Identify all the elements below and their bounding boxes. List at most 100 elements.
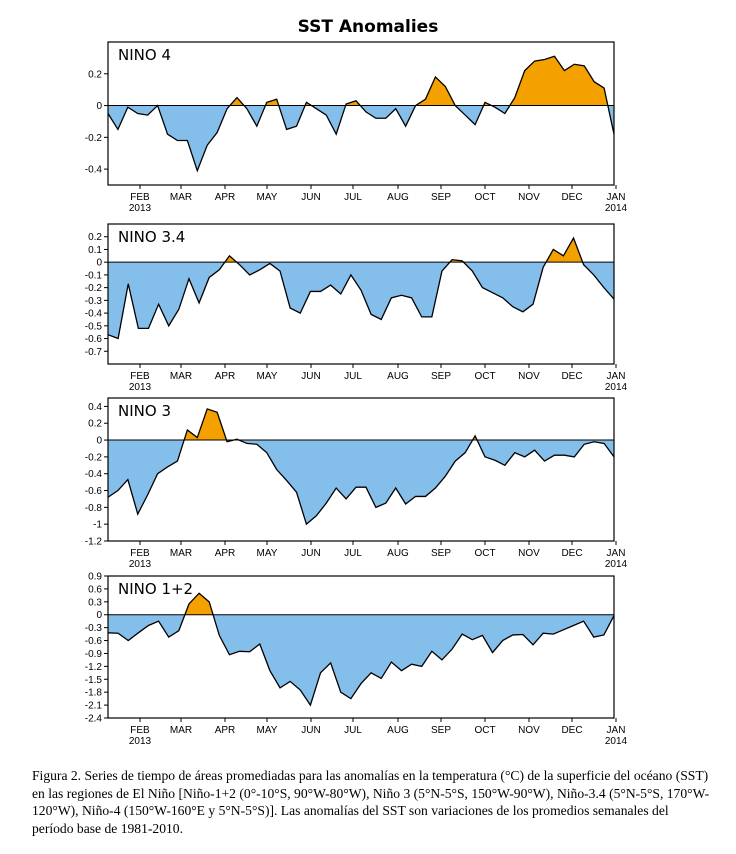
positive-anomaly-area xyxy=(229,97,245,106)
negative-anomaly-area xyxy=(244,105,266,127)
y-tick-label: 0 xyxy=(96,436,102,447)
x-tick-label: JAN xyxy=(607,725,626,736)
negative-anomaly-area xyxy=(311,105,346,135)
x-tick-label: JUL xyxy=(344,725,362,736)
year-label: 2013 xyxy=(129,736,152,747)
anomaly-series-line xyxy=(108,55,614,173)
region-label: NINO 1+2 xyxy=(118,580,193,598)
y-tick-label: -0.5 xyxy=(85,321,103,332)
y-tick-label: 0 xyxy=(96,101,102,112)
year-label: 2013 xyxy=(129,203,152,214)
x-tick-label: APR xyxy=(215,548,236,559)
y-tick-label: -2.4 xyxy=(85,714,103,725)
x-tick-label: AUG xyxy=(387,548,409,559)
y-tick-label: -2.1 xyxy=(85,701,103,712)
x-tick-label: APR xyxy=(215,725,236,736)
positive-anomaly-area xyxy=(184,593,214,615)
x-tick-label: OCT xyxy=(474,548,495,559)
x-tick-label: MAY xyxy=(257,725,278,736)
y-tick-label: -1.2 xyxy=(85,662,103,673)
x-tick-label: JUN xyxy=(301,192,320,203)
x-tick-label: JUN xyxy=(301,371,320,382)
y-tick-label: 0 xyxy=(96,258,102,269)
y-tick-label: -0.3 xyxy=(85,623,103,634)
positive-anomaly-area xyxy=(265,99,279,106)
negative-anomaly-area xyxy=(463,262,547,312)
chart-title: SST Anomalies xyxy=(298,17,439,37)
y-tick-label: -0.9 xyxy=(85,649,103,660)
x-tick-label: JAN xyxy=(607,192,626,203)
y-tick-label: 0.6 xyxy=(88,584,102,595)
y-tick-label: -0.1 xyxy=(85,270,103,281)
x-tick-label: JUL xyxy=(344,192,362,203)
area-fill xyxy=(108,592,614,707)
x-tick-label: SEP xyxy=(431,192,451,203)
x-tick-label: APR xyxy=(215,192,236,203)
x-tick-label: SEP xyxy=(431,725,451,736)
x-tick-label: MAY xyxy=(257,548,278,559)
anomaly-series-line xyxy=(108,592,614,707)
x-tick-label: SEP xyxy=(431,548,451,559)
y-tick-label: -0.3 xyxy=(85,296,103,307)
negative-anomaly-area xyxy=(213,614,614,706)
area-fill xyxy=(108,236,614,340)
year-label: 2013 xyxy=(129,382,152,393)
year-label: 2014 xyxy=(605,559,628,570)
x-tick-label: JUL xyxy=(344,548,362,559)
y-tick-label: -1.8 xyxy=(85,688,103,699)
x-tick-label: MAY xyxy=(257,371,278,382)
y-tick-label: -0.4 xyxy=(85,165,103,176)
positive-anomaly-area xyxy=(415,76,456,106)
x-tick-label: DEC xyxy=(561,548,582,559)
x-tick-label: NOV xyxy=(518,192,540,203)
x-tick-label: AUG xyxy=(387,371,409,382)
area-fill xyxy=(108,55,614,173)
y-tick-label: -0.4 xyxy=(85,309,103,320)
x-tick-label: JUN xyxy=(301,548,320,559)
year-label: 2014 xyxy=(605,382,628,393)
y-tick-label: -1.5 xyxy=(85,675,103,686)
region-label: NINO 3.4 xyxy=(118,228,185,246)
negative-anomaly-area xyxy=(238,440,473,525)
plot-frame xyxy=(107,575,615,719)
plot-frame xyxy=(107,397,615,542)
y-tick-label: -0.2 xyxy=(85,283,103,294)
y-tick-label: 0.4 xyxy=(88,402,102,413)
x-tick-label: DEC xyxy=(561,192,582,203)
y-tick-label: 0.2 xyxy=(88,232,102,243)
negative-anomaly-area xyxy=(108,440,185,515)
panel-nino-1-2: -2.4 -2.1 -1.8 -1.5 -1.2 -0.9 -0.6 -0.3 0 0.3 0.60… xyxy=(85,572,628,748)
negative-anomaly-area xyxy=(157,105,230,171)
negative-anomaly-area xyxy=(108,262,225,339)
x-tick-label: SEP xyxy=(431,371,451,382)
x-tick-label: OCT xyxy=(474,192,495,203)
y-tick-label: -0.2 xyxy=(85,452,103,463)
anomaly-series-line xyxy=(108,408,614,526)
negative-anomaly-area xyxy=(477,440,614,466)
negative-anomaly-area xyxy=(108,614,185,641)
x-tick-label: FEB xyxy=(130,192,150,203)
x-tick-label: JUN xyxy=(301,725,320,736)
y-tick-label: -0.4 xyxy=(85,469,103,480)
plot-frame xyxy=(107,41,615,186)
x-tick-label: OCT xyxy=(474,725,495,736)
positive-anomaly-area xyxy=(224,255,237,263)
positive-anomaly-area xyxy=(546,238,583,263)
x-tick-label: FEB xyxy=(130,371,150,382)
y-tick-label: -0.7 xyxy=(85,347,103,358)
y-tick-label: -0.2 xyxy=(85,133,103,144)
year-label: 2014 xyxy=(605,736,628,747)
y-tick-label: -0.6 xyxy=(85,636,103,647)
y-tick-label: -1 xyxy=(93,520,102,531)
year-label: 2014 xyxy=(605,203,628,214)
x-tick-label: NOV xyxy=(518,548,540,559)
anomaly-series-line xyxy=(108,236,614,340)
x-tick-label: MAR xyxy=(170,548,192,559)
x-tick-label: DEC xyxy=(561,725,582,736)
area-fill xyxy=(108,408,614,526)
x-tick-label: MAR xyxy=(170,725,192,736)
x-tick-label: JAN xyxy=(607,548,626,559)
